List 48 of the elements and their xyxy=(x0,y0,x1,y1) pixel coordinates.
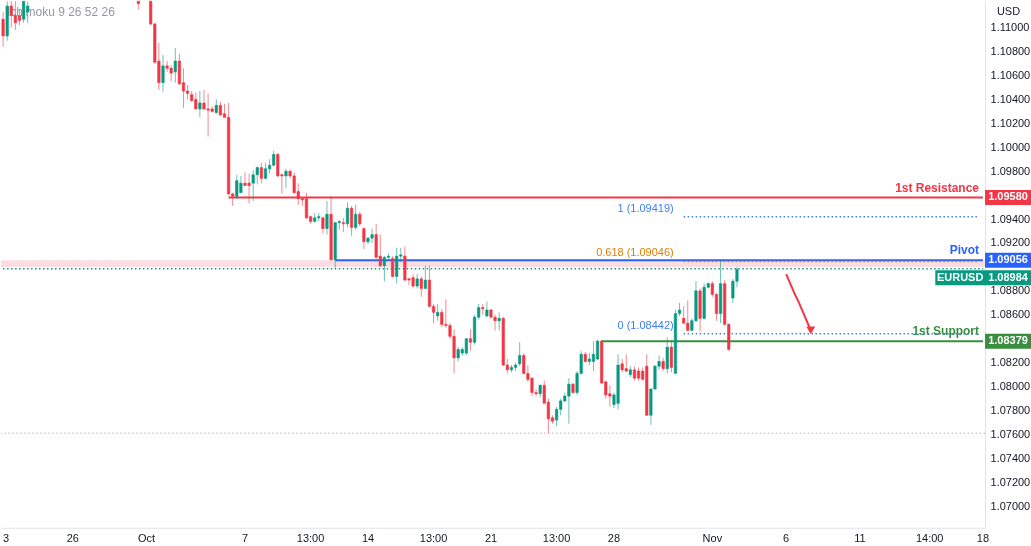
y-tick-label: 1.09800 xyxy=(990,164,1031,177)
x-tick-label: 14:00 xyxy=(915,532,944,545)
y-tick-label: 1.10400 xyxy=(990,92,1031,105)
x-tick-label: 7 xyxy=(241,532,249,545)
x-tick-label: 13:00 xyxy=(542,532,571,545)
x-tick-label: 18 xyxy=(976,532,990,545)
data-label: 1.09580 xyxy=(988,190,1028,203)
y-tick-label: 1.10200 xyxy=(990,116,1031,129)
x-tick-label: 11 xyxy=(854,532,866,545)
y-tick-label: 1.10800 xyxy=(990,45,1031,58)
data-label: 1.08379 xyxy=(988,334,1028,347)
x-tick-label: 26 xyxy=(66,532,79,545)
y-tick-label: 1.07600 xyxy=(990,427,1031,440)
series-label: 1st Support xyxy=(912,324,979,339)
x-tick-label: 28 xyxy=(607,532,621,545)
y-tick-label: 1.08600 xyxy=(990,308,1031,321)
y-tick-label: 1.10600 xyxy=(990,68,1031,81)
y-tick-label: 1.11000 xyxy=(990,21,1030,34)
y-tick-label: 1.08800 xyxy=(990,284,1031,297)
y-tick-label: 1.07200 xyxy=(990,475,1031,488)
x-tick-label: Nov xyxy=(702,532,723,545)
candlestick xyxy=(370,228,374,244)
series-label: 0.618 (1.09046) xyxy=(596,246,674,259)
y-tick-label: 1.07400 xyxy=(990,451,1031,464)
y-tick-label: 1.09200 xyxy=(990,236,1031,249)
y-tick-label: 1.07000 xyxy=(990,499,1031,512)
data-label: 1.09056 xyxy=(988,253,1028,266)
y-tick-label: 1.08200 xyxy=(990,356,1031,369)
series-label: 1st Resistance xyxy=(895,180,980,195)
x-tick-label: 3 xyxy=(3,532,10,545)
x-tick-label: 21 xyxy=(484,532,498,545)
x-tick-label: Oct xyxy=(138,532,156,545)
candlestick xyxy=(165,60,169,73)
y-tick-label: 1.09400 xyxy=(990,212,1031,225)
y-tick-label: 1.08000 xyxy=(990,380,1031,393)
x-tick-label: 14 xyxy=(361,532,375,545)
data-label: 1.08984 xyxy=(988,270,1029,283)
x-tick-label: 6 xyxy=(783,532,790,545)
x-tick-label: 13:00 xyxy=(419,532,448,545)
series-label: EURUSD xyxy=(937,270,984,283)
y-tick-label: 1.10000 xyxy=(990,140,1031,153)
series-label: 0 (1.08442) xyxy=(617,318,674,331)
y-tick-label: 1.07800 xyxy=(990,403,1031,416)
x-tick-label: 13:00 xyxy=(296,532,325,545)
series-label: Pivot xyxy=(949,243,979,258)
y-axis-title: USD xyxy=(996,4,1021,17)
candlestick xyxy=(243,171,247,187)
series-label: 1 (1.09419) xyxy=(617,201,674,214)
